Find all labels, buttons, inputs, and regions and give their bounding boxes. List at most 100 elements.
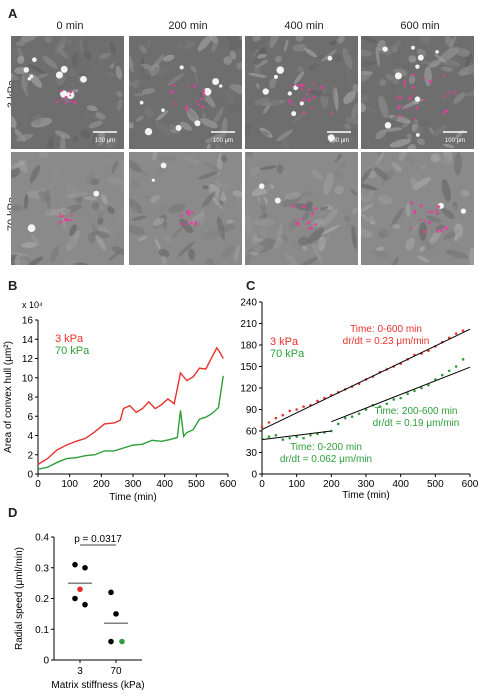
y-multiplier: x 10⁴: [22, 300, 43, 310]
data-point-1: [378, 405, 382, 408]
data-point-1: [385, 402, 389, 406]
microscopy-tile-r0-c3: 100 μm: [361, 36, 474, 149]
data-point-1: [343, 416, 347, 420]
data-point-1: [302, 436, 305, 440]
x-tick-label: 400: [392, 479, 409, 490]
x-tick-label: 0: [259, 479, 265, 490]
x-axis-label: Time (min): [342, 490, 389, 501]
y-tick-label: 4: [27, 431, 33, 442]
y-tick-label: 120: [240, 384, 257, 395]
x-tick-label: 600: [462, 479, 479, 490]
data-point-1: [357, 412, 361, 416]
legend-entry-1: 70 kPa: [55, 345, 90, 357]
y-tick-label: 60: [246, 427, 258, 438]
microscopy-tile-r1-c3: [361, 152, 474, 265]
data-point-0: [274, 416, 278, 420]
annotation-green-low-rate: dr/dt = 0.062 μm/min: [280, 454, 372, 465]
data-point-1: [461, 358, 465, 361]
annotation-red-time: Time: 0-600 min: [350, 324, 422, 335]
data-point-1: [108, 638, 114, 645]
y-tick-label: 10: [22, 373, 34, 384]
data-point-1: [309, 434, 312, 437]
x-tick-label: 300: [125, 479, 142, 490]
y-tick-label: 14: [22, 335, 34, 346]
annotation-green-mid-time: Time: 200-600 min: [375, 406, 458, 417]
annotation-green-low-time: Time: 0-200 min: [290, 442, 362, 453]
legend-entry-0: 3 kPa: [270, 336, 299, 348]
fit-line-0: [261, 328, 471, 431]
scale-bar-label: 100 μm: [213, 138, 233, 144]
y-tick-label: 180: [240, 341, 257, 352]
data-point-1: [406, 392, 409, 396]
data-point-1: [288, 436, 292, 440]
time-label-0: 0 min: [56, 20, 84, 32]
y-tick-label: 0: [43, 656, 49, 667]
microscopy-tile-r1-c1: [129, 152, 242, 265]
fit-line-1: [261, 430, 332, 441]
data-point-0: [281, 413, 285, 417]
y-tick-label: 8: [27, 393, 33, 404]
data-point-0: [454, 332, 458, 335]
data-point-1: [260, 436, 264, 440]
legend-entry-1: 70 kPa: [270, 348, 305, 360]
data-point-1: [454, 365, 458, 368]
scale-bar-label: 100 μm: [445, 138, 465, 144]
highlight-point-0: [77, 586, 83, 593]
y-tick-label: 210: [240, 319, 257, 330]
x-tick-label: 200: [323, 479, 340, 490]
y-tick-label: 16: [22, 316, 34, 327]
data-point-0: [288, 409, 292, 413]
panel-letter-d: D: [8, 505, 18, 520]
y-tick-label: 0.2: [35, 594, 49, 605]
data-point-0: [267, 421, 271, 424]
chart-radial-speed: 0 0.1 0.2 0.3 0.4 3 70 Matrix stiffness (kPa) Ra…: [14, 533, 145, 692]
data-point-0: [82, 601, 88, 608]
microscopy-tile-r1-c2: [245, 152, 358, 265]
y-tick-label: 12: [22, 354, 34, 365]
annotation-green-mid-rate: dr/dt = 0.19 μm/min: [373, 418, 460, 429]
data-point-0: [295, 408, 298, 411]
y-tick-label: 0.3: [35, 563, 49, 574]
data-point-1: [392, 398, 396, 401]
y-tick-label: 2: [27, 450, 33, 461]
chart-convex-hull-area: 0 100 200 300 400 500 600 0 2 4 6 8 10 12 14 16 x 10⁴ Tim…: [3, 300, 237, 503]
x-tick-label: 500: [188, 479, 205, 490]
scale-bar-label: 100 μm: [329, 138, 349, 144]
chart-radial-distance: 0 100 200 300 400 500 600 0 30 60 90 120 150 180 210 24…: [240, 298, 479, 502]
y-tick-label: 30: [246, 448, 258, 459]
y-tick-label: 0.4: [35, 533, 49, 544]
data-point-1: [413, 389, 416, 393]
data-point-1: [267, 435, 271, 439]
y-tick-label: 0: [27, 470, 33, 481]
y-tick-label: 90: [246, 405, 258, 416]
panel-letter-c: C: [246, 278, 256, 293]
data-point-1: [281, 438, 285, 441]
data-point-0: [461, 329, 465, 332]
x-tick-label: 300: [358, 479, 375, 490]
x-tick-label: 100: [288, 479, 305, 490]
panel-letter-b: B: [8, 278, 18, 293]
x-tick-label: 100: [61, 479, 78, 490]
highlight-point-1: [119, 638, 125, 645]
scale-bar-label: 100 μm: [95, 138, 115, 144]
y-axis-label: Area of convex hull (μm²): [3, 341, 14, 453]
fit-line-2: [331, 366, 471, 423]
microscopy-tile-r0-c2: 100 μm: [245, 36, 358, 149]
x-axis-label: Time (min): [109, 492, 156, 503]
data-point-0: [302, 405, 305, 408]
x-tick-label: 500: [427, 479, 444, 490]
time-label-3: 600 min: [400, 20, 440, 32]
y-tick-label: 150: [240, 362, 257, 373]
y-tick-label: 6: [27, 412, 33, 423]
series-line-0: [37, 346, 224, 465]
data-point-0: [72, 595, 78, 602]
y-tick-label: 240: [240, 298, 257, 309]
time-label-1: 200 min: [168, 20, 208, 32]
microscopy-tile-r0-c1: 100 μm: [129, 36, 242, 149]
x-tick-label: 3: [77, 666, 83, 677]
data-point-0: [72, 561, 78, 568]
x-tick-label: 200: [93, 479, 110, 490]
data-point-0: [260, 425, 264, 428]
data-point-1: [108, 589, 114, 596]
x-tick-label: 0: [35, 479, 41, 490]
